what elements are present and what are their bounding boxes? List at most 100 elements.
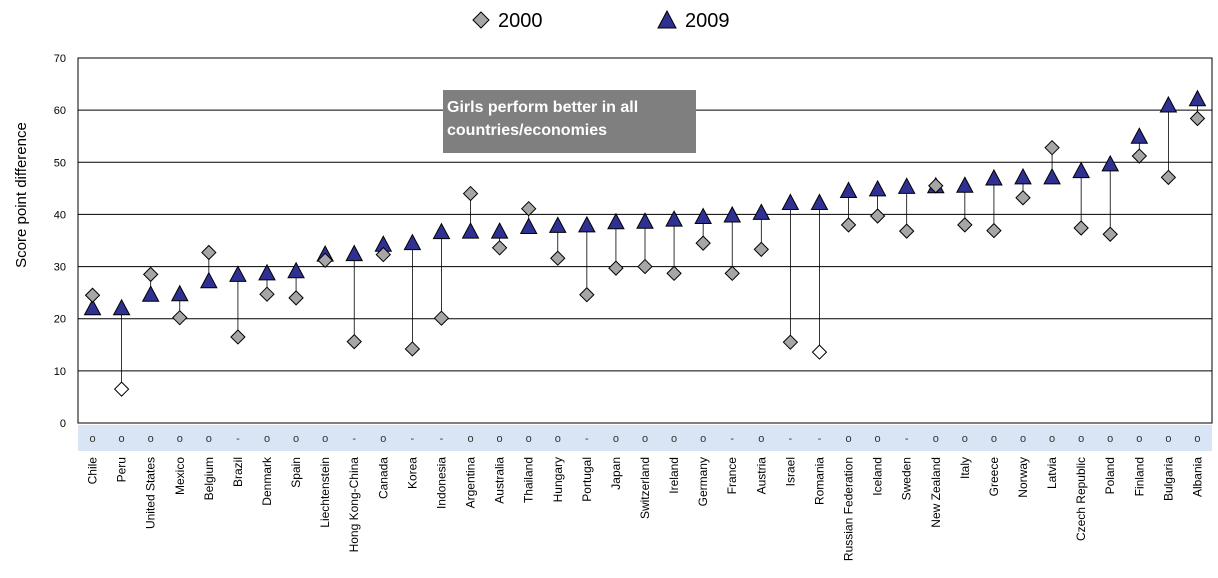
x-tick-label: Albania xyxy=(1190,457,1204,497)
point-2000-japan xyxy=(608,260,624,276)
significance-marker: o xyxy=(1136,433,1142,445)
significance-marker: o xyxy=(322,433,328,445)
point-2009-italy xyxy=(956,176,974,193)
point-2009-korea xyxy=(403,233,422,251)
point-2009-bulgaria xyxy=(1159,95,1178,113)
annotation-text: Girls perform better in all xyxy=(447,99,638,116)
x-tick-label: Belgium xyxy=(202,457,216,500)
significance-marker: o xyxy=(526,433,532,445)
point-2000-switzerland xyxy=(637,258,653,275)
point-2000-liechtenstein xyxy=(317,252,333,269)
point-2009-austria xyxy=(752,203,771,220)
legend-2009-marker xyxy=(657,9,677,29)
point-2000-russian-federation xyxy=(840,217,857,233)
significance-marker: o xyxy=(380,433,386,445)
x-tick-label: Mexico xyxy=(173,457,187,495)
legend-2000-label: 2000 xyxy=(498,10,543,32)
point-2000-portugal xyxy=(579,287,595,303)
significance-marker: o xyxy=(845,433,851,445)
significance-marker: o xyxy=(1194,433,1200,445)
point-2009-japan xyxy=(607,212,625,230)
x-tick-label: Germany xyxy=(696,457,710,506)
point-2009-hong-kong-china xyxy=(345,244,364,262)
point-2009-switzerland xyxy=(636,212,654,229)
significance-marker: o xyxy=(177,433,183,445)
significance-marker: - xyxy=(411,433,415,445)
point-2009-belgium xyxy=(200,271,218,289)
point-2000-greece xyxy=(986,222,1002,239)
point-2009-romania xyxy=(810,193,829,210)
annotation-text: countries/economies xyxy=(447,122,607,139)
significance-marker: o xyxy=(671,433,677,445)
significance-band xyxy=(78,425,1212,451)
significance-marker: o xyxy=(991,433,997,445)
y-tick-label: 70 xyxy=(54,53,66,65)
point-2000-albania xyxy=(1189,110,1206,127)
point-2009-greece xyxy=(985,168,1003,186)
x-tick-label: Iceland xyxy=(871,457,885,496)
y-axis-label: Score point difference xyxy=(13,122,30,268)
point-2000-poland xyxy=(1102,226,1118,242)
significance-marker: - xyxy=(236,433,240,445)
x-tick-label: Peru xyxy=(115,457,129,482)
point-2009-argentina xyxy=(461,222,480,239)
point-2000-czech-republic xyxy=(1073,220,1089,236)
point-2009-israel xyxy=(781,193,800,210)
significance-marker: o xyxy=(293,433,299,445)
point-2000-canada xyxy=(375,246,392,263)
x-tick-label: Latvia xyxy=(1045,457,1059,489)
point-2000-belgium xyxy=(201,244,217,261)
significance-marker: o xyxy=(1049,433,1055,445)
significance-marker: o xyxy=(642,433,648,445)
x-tick-label: Liechtenstein xyxy=(318,457,332,528)
point-2000-latvia xyxy=(1044,139,1060,156)
y-tick-label: 40 xyxy=(54,209,66,221)
significance-marker: - xyxy=(352,433,356,445)
point-2009-brazil xyxy=(229,265,247,282)
point-2000-italy xyxy=(957,217,973,233)
significance-marker: o xyxy=(497,433,503,445)
x-tick-label: Hungary xyxy=(551,457,565,502)
annotation-background xyxy=(443,90,696,153)
point-2000-australia xyxy=(491,240,508,256)
point-2009-mexico xyxy=(170,284,189,302)
x-tick-label: Norway xyxy=(1016,457,1030,498)
significance-marker: o xyxy=(264,433,270,445)
x-tick-label: Canada xyxy=(376,457,390,499)
point-2000-indonesia xyxy=(433,310,450,326)
x-tick-label: Sweden xyxy=(900,457,914,500)
legend-2009-label: 2009 xyxy=(685,10,730,32)
x-tick-label: United States xyxy=(144,457,158,529)
point-2009-finland xyxy=(1130,127,1149,144)
point-2009-albania xyxy=(1188,89,1207,107)
plot-frame xyxy=(77,57,1213,424)
point-2000-hungary xyxy=(550,250,566,266)
point-2000-germany xyxy=(695,235,711,251)
significance-marker: o xyxy=(148,433,154,445)
point-2009-sweden xyxy=(897,177,916,194)
x-tick-label: Indonesia xyxy=(434,457,448,509)
x-tick-label: Czech Republic xyxy=(1074,457,1088,541)
point-2009-czech-republic xyxy=(1072,161,1090,179)
x-tick-label: Japan xyxy=(609,457,623,490)
point-2000-spain xyxy=(288,290,304,306)
point-2000-norway xyxy=(1015,190,1031,206)
x-tick-label: Korea xyxy=(405,457,419,489)
point-2000-sweden xyxy=(898,223,915,239)
x-tick-label: Italy xyxy=(958,457,972,479)
significance-marker: o xyxy=(1107,433,1113,445)
significance-marker: o xyxy=(89,433,95,445)
x-tick-label: Thailand xyxy=(522,457,536,503)
x-tick-label: Australia xyxy=(493,457,507,504)
legend: 2000 2009 xyxy=(472,9,730,32)
point-2009-hungary xyxy=(548,216,567,233)
y-tick-label: 50 xyxy=(54,157,66,169)
point-2000-thailand xyxy=(520,200,537,217)
legend-2000-marker xyxy=(472,11,490,29)
significance-marker: o xyxy=(555,433,561,445)
x-tick-label: Israel xyxy=(783,457,797,486)
x-tick-label: Russian Federation xyxy=(842,457,856,561)
significance-marker: o xyxy=(206,433,212,445)
significance-marker: - xyxy=(730,433,734,445)
x-tick-label: Hong Kong-China xyxy=(347,457,361,553)
